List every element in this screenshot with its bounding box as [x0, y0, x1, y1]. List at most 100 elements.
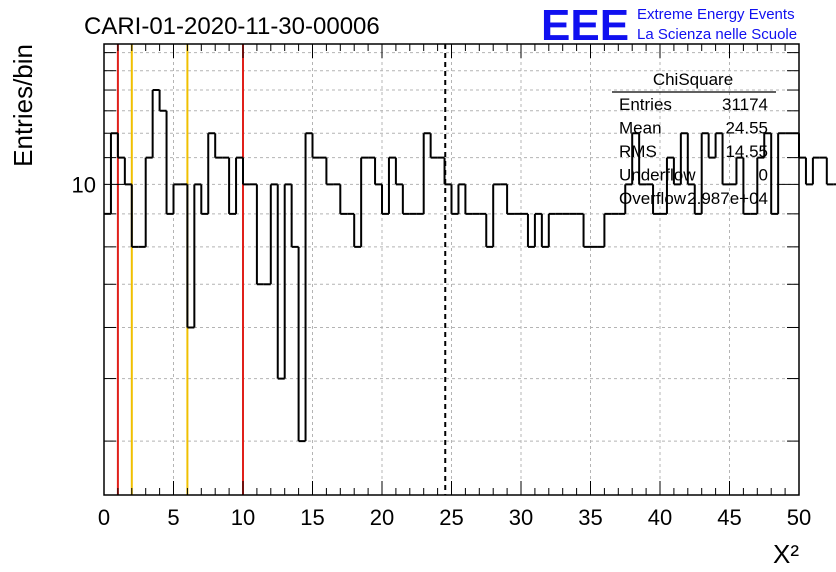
- x-tick-label: 25: [439, 505, 463, 530]
- histogram-bin: [297, 246, 306, 443]
- histogram-bin: [165, 110, 174, 215]
- histogram-bin: [679, 132, 688, 185]
- histogram-bin: [353, 213, 362, 248]
- histogram-bin: [777, 132, 786, 214]
- histogram-bin: [464, 184, 473, 215]
- histogram-bin: [652, 184, 660, 215]
- stats-row-value: 2.987e+04: [687, 189, 768, 208]
- histogram-bin: [283, 183, 292, 379]
- histogram-bin: [144, 156, 153, 247]
- stats-box: ChiSquare Entries 31174 Mean 24.55 RMS 14.55 U…: [612, 70, 776, 208]
- histogram-bin: [422, 132, 431, 214]
- stats-row-label: RMS: [619, 142, 657, 161]
- histogram-bin: [540, 213, 549, 248]
- histogram-bin: [193, 183, 202, 328]
- histogram-bin: [207, 132, 216, 214]
- stats-row-label: Entries: [619, 95, 672, 114]
- stats-row-label: Mean: [619, 119, 662, 138]
- logo-line-2: La Scienza nelle Scuole: [637, 26, 797, 43]
- histogram-bin: [450, 184, 459, 215]
- x-tick-label: 15: [300, 505, 324, 530]
- histogram-bin: [290, 184, 299, 248]
- histogram-bin: [492, 183, 501, 247]
- stats-row-value: 24.55: [725, 119, 768, 138]
- histogram-bin: [151, 89, 160, 158]
- histogram-bin: [304, 132, 313, 442]
- x-tick-label: 0: [98, 505, 110, 530]
- histogram-bin: [109, 132, 118, 214]
- histogram-bin: [811, 156, 820, 185]
- histogram-bin: [547, 212, 556, 247]
- run-title: CARI-01-2020-11-30-00006: [84, 13, 380, 40]
- x-tick-label: 10: [231, 505, 255, 530]
- stats-row-value: 0: [759, 166, 768, 185]
- histogram-bin: [394, 157, 403, 186]
- x-tick-labels: 0 5 10 15 20 25 30 35 40 45 50: [98, 505, 811, 530]
- histogram-bin: [624, 183, 633, 214]
- histogram-bin: [672, 157, 681, 186]
- histogram-bin: [186, 184, 195, 329]
- histogram-bin: [116, 133, 125, 159]
- histogram-bin: [714, 132, 723, 158]
- histogram-bin: [429, 133, 438, 159]
- histogram-bin: [770, 133, 779, 215]
- histogram-bin: [374, 157, 382, 186]
- x-tick-label: 5: [167, 505, 179, 530]
- stats-rows: Entries 31174 Mean 24.55 RMS 14.55 Underflow 0 O…: [619, 95, 768, 208]
- histogram-bin: [228, 157, 237, 215]
- histogram-bin: [686, 133, 695, 186]
- histogram-bin: [123, 157, 132, 186]
- histogram-bin: [269, 183, 278, 285]
- x-axis-title: X²: [773, 539, 799, 569]
- histogram-bin: [798, 133, 806, 159]
- histogram-bin: [401, 184, 410, 215]
- histogram-bin: [242, 157, 250, 186]
- x-tick-label: 45: [717, 505, 741, 530]
- stats-row-value: 31174: [722, 95, 768, 114]
- histogram-bin: [311, 133, 320, 159]
- histogram-bin: [526, 213, 535, 248]
- histogram-bin: [506, 184, 515, 215]
- histogram-bin: [804, 157, 813, 186]
- histogram-bin: [631, 132, 640, 185]
- stats-row-label: Underflow: [619, 166, 696, 185]
- histogram-bin: [214, 133, 223, 159]
- histogram-bin: [735, 156, 744, 185]
- histogram-bin: [360, 156, 369, 247]
- histogram-bin: [255, 184, 264, 286]
- histogram-bin: [485, 213, 494, 248]
- histogram-bin: [325, 157, 334, 186]
- reference-lines: [116, 44, 447, 495]
- y-axis-title: Entries/bin: [8, 44, 38, 167]
- histogram-bin: [721, 133, 730, 186]
- histogram-bin: [756, 156, 765, 214]
- histogram-bin: [443, 157, 452, 186]
- histogram-bin: [763, 132, 772, 158]
- histogram-bin: [387, 156, 396, 214]
- x-tick-label: 30: [509, 505, 533, 530]
- y-tick-labels: 10: [72, 172, 96, 197]
- histogram-bin: [742, 157, 751, 215]
- histogram-bin: [693, 184, 702, 215]
- histogram-bin: [638, 133, 647, 186]
- histogram-bin: [603, 212, 612, 247]
- x-tick-label: 40: [648, 505, 672, 530]
- eee-logo: EEE: [541, 1, 629, 50]
- histogram-bin: [381, 184, 389, 215]
- histogram-bin: [339, 184, 348, 215]
- stats-row-value: 14.55: [725, 142, 768, 161]
- histogram-bin: [172, 183, 181, 214]
- x-tick-label: 20: [370, 505, 394, 530]
- histogram-bin: [825, 157, 834, 186]
- logo-line-1: Extreme Energy Events: [637, 6, 795, 23]
- histogram-bin: [582, 213, 591, 248]
- stats-title: ChiSquare: [653, 70, 733, 89]
- histogram-bin: [158, 90, 167, 112]
- x-tick-label: 35: [578, 505, 602, 530]
- histogram-bin: [200, 184, 209, 215]
- histogram-bin: [276, 184, 285, 380]
- histogram-bin: [235, 156, 243, 214]
- histogram-bin: [130, 184, 139, 248]
- histogram-bin: [707, 133, 716, 159]
- axis-ticks: [103, 44, 800, 495]
